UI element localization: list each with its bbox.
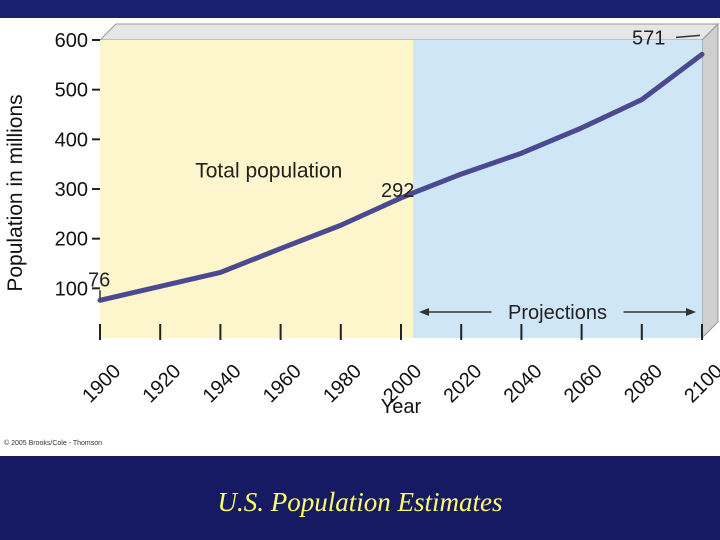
x-tick-label: 1960 <box>259 360 306 407</box>
x-tick-label: 2040 <box>500 360 547 407</box>
population-chart: 100 200 300 400 500 600 1900 1920 1940 1960 1980 2… <box>4 22 720 418</box>
slide-title: U.S. Population Estimates <box>217 486 503 517</box>
y-tick-label: 200 <box>55 229 88 251</box>
x-tick-label: 2080 <box>620 360 667 407</box>
x-tick-label: 2020 <box>439 360 486 407</box>
y-tick-label: 600 <box>55 30 88 52</box>
value-label-2100: 571 <box>632 27 665 49</box>
title-bar: U.S. Population Estimates <box>0 456 720 540</box>
x-tick-label: 2060 <box>560 360 607 407</box>
y-axis-label: Population in millions <box>4 94 27 291</box>
plot-bevel-right <box>701 22 719 340</box>
historic-region <box>100 40 414 338</box>
plot-bevel-top <box>98 23 720 41</box>
value-label-1900: 76 <box>88 269 110 291</box>
value-pointer-2100 <box>675 34 701 39</box>
projections-arrow: Projections <box>419 302 696 324</box>
x-axis-label: Year <box>381 396 422 418</box>
y-tick-label: 500 <box>55 80 88 102</box>
total-population-line <box>97 51 705 303</box>
x-tick-label: 1920 <box>138 360 185 407</box>
projections-label: Projections <box>508 302 607 324</box>
x-tick-label: 1980 <box>319 360 366 407</box>
copyright-notice: © 2005 Brooks/Cole - Thomson <box>4 440 103 447</box>
y-axis: 100 200 300 400 500 600 <box>55 30 100 300</box>
x-tick-label: 2100 <box>680 360 720 407</box>
y-tick-label: 300 <box>55 179 88 201</box>
top-bar <box>0 0 720 18</box>
annotations: Total population 76 292 571 <box>88 27 701 299</box>
projections-arrowhead-left <box>419 308 430 316</box>
x-tick-label: 1900 <box>78 360 125 407</box>
series-label: Total population <box>195 160 342 183</box>
projections-arrowhead-right <box>686 308 696 316</box>
x-tick-label: 1940 <box>199 360 246 407</box>
y-tick-label: 100 <box>55 278 88 300</box>
value-label-2004: 292 <box>381 180 414 202</box>
y-tick-label: 400 <box>55 129 88 151</box>
